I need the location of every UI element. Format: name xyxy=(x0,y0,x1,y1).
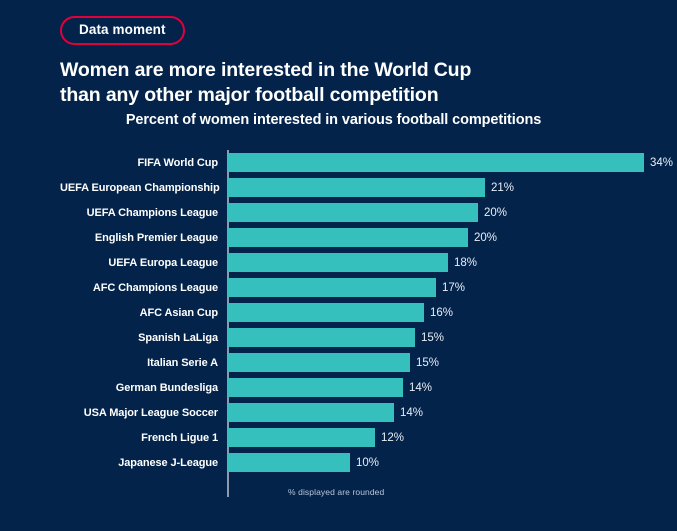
bar-category-label: FIFA World Cup xyxy=(137,156,219,169)
bar-value-label: 14% xyxy=(409,381,433,394)
bar-row: Spanish LaLiga 15% xyxy=(60,325,677,350)
bar-category-label: English Premier League xyxy=(94,231,218,244)
bar-row: FIFA World Cup 34% xyxy=(60,150,677,175)
bar-category-label: UEFA Europa League xyxy=(108,256,218,269)
bar xyxy=(228,253,448,272)
bar-row: AFC Asian Cup 16% xyxy=(60,300,677,325)
bar-value-label: 15% xyxy=(421,331,445,344)
bar xyxy=(228,153,644,172)
bar xyxy=(228,353,410,372)
bar-category-label: USA Major League Soccer xyxy=(83,406,218,419)
bar xyxy=(228,303,424,322)
bar-value-label: 21% xyxy=(491,181,515,194)
bar-row: Japanese J-League 10% xyxy=(60,450,677,475)
bar-row: UEFA Europa League 18% xyxy=(60,250,677,275)
headline-line-2: than any other major football competitio… xyxy=(60,84,439,107)
bar-value-label: 20% xyxy=(474,231,498,244)
bar-row: Italian Serie A 15% xyxy=(60,350,677,375)
data-moment-badge: Data moment xyxy=(60,16,185,45)
bar-track: 15% xyxy=(228,325,677,350)
bar-value-label: 15% xyxy=(416,356,440,369)
bar-category-label: Italian Serie A xyxy=(147,356,218,369)
page-title: Women are more interested in the World C… xyxy=(60,58,472,109)
bar-category-label: Spanish LaLiga xyxy=(138,331,218,344)
bar-value-label: 14% xyxy=(400,406,424,419)
bar-value-label: 10% xyxy=(356,456,380,469)
headline-line-1: Women are more interested in the World C… xyxy=(60,58,472,81)
bar-row: USA Major League Soccer 14% xyxy=(60,400,677,425)
bar xyxy=(228,228,468,247)
bar-track: 21% xyxy=(228,175,677,200)
bar-row: UEFA European Championship 21% xyxy=(60,175,677,200)
bar xyxy=(228,453,350,472)
bar-chart-plot: FIFA World Cup 34% UEFA European Champions… xyxy=(0,150,677,497)
bar-row: UEFA Champions League 20% xyxy=(60,200,677,225)
bar-category-label: AFC Champions League xyxy=(92,281,218,294)
chart-footnote: % displayed are rounded xyxy=(288,487,385,497)
bar-track: 14% xyxy=(228,375,677,400)
bar-category-label: French Ligue 1 xyxy=(141,431,218,444)
bar xyxy=(228,178,485,197)
bar-category-label: Japanese J-League xyxy=(118,456,218,469)
bar-value-label: 16% xyxy=(430,306,454,319)
bar-value-label: 17% xyxy=(442,281,466,294)
bar-row: French Ligue 1 12% xyxy=(60,425,677,450)
bar-row: English Premier League 20% xyxy=(60,225,677,250)
bar-track: 20% xyxy=(228,225,677,250)
chart-title: Percent of women interested in various f… xyxy=(125,112,542,128)
bar-row: AFC Champions League 17% xyxy=(60,275,677,300)
bar-track: 16% xyxy=(228,300,677,325)
bar xyxy=(228,378,403,397)
bar-value-label: 18% xyxy=(454,256,478,269)
bar-track: 10% xyxy=(228,450,677,475)
bar xyxy=(228,428,375,447)
chart-block: Percent of women interested in various f… xyxy=(0,112,677,497)
bar-rows: FIFA World Cup 34% UEFA European Champions… xyxy=(60,150,677,475)
bar-track: 18% xyxy=(228,250,677,275)
bar-track: 20% xyxy=(228,200,677,225)
bar-track: 14% xyxy=(228,400,677,425)
y-axis-line xyxy=(227,150,229,497)
bar-value-label: 34% xyxy=(650,156,674,169)
bar-track: 34% xyxy=(228,150,677,175)
bar-track: 15% xyxy=(228,350,677,375)
bar xyxy=(228,403,394,422)
bar-category-label: AFC Asian Cup xyxy=(139,306,218,319)
bar-value-label: 12% xyxy=(381,431,405,444)
bar xyxy=(228,203,478,222)
bar xyxy=(228,328,415,347)
bar-value-label: 20% xyxy=(484,206,508,219)
bar-category-label: German Bundesliga xyxy=(115,381,218,394)
bar-category-label: UEFA European Championship xyxy=(60,181,220,194)
bar xyxy=(228,278,436,297)
header: Data moment Women are more interested in… xyxy=(60,16,657,109)
bar-row: German Bundesliga 14% xyxy=(60,375,677,400)
bar-category-label: UEFA Champions League xyxy=(86,206,218,219)
bar-track: 12% xyxy=(228,425,677,450)
bar-track: 17% xyxy=(228,275,677,300)
